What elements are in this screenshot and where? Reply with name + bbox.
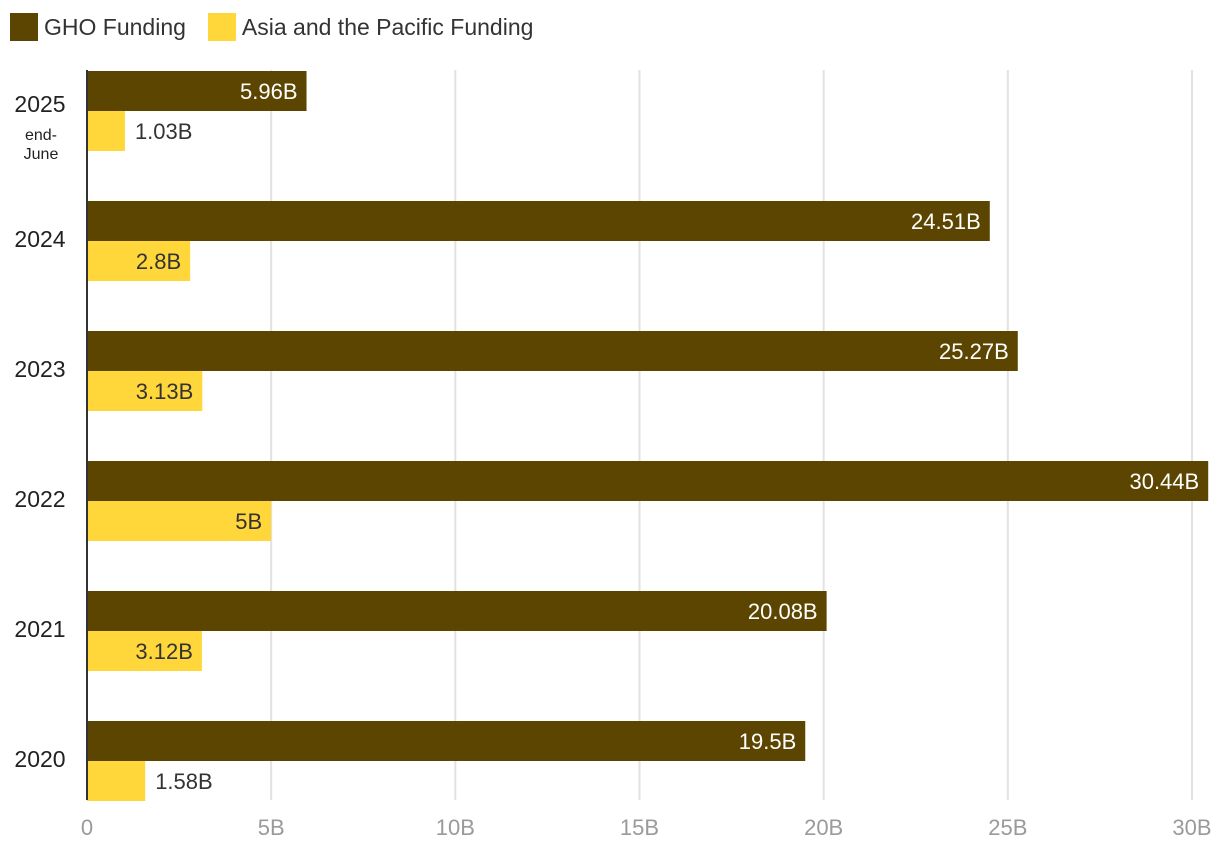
bar-asia-pacific: [87, 631, 202, 671]
legend-swatch-asia-pacific: [207, 13, 236, 41]
legend-item-gho: GHO Funding: [10, 13, 186, 41]
bar-gho: [87, 721, 806, 761]
x-tick-label: 10B: [436, 815, 475, 840]
x-tick-label: 0: [81, 815, 93, 840]
data-label: 5B: [235, 509, 262, 534]
category-label: 2024: [14, 226, 65, 252]
data-label: 1.03B: [135, 119, 193, 144]
bar-gho: [87, 331, 1018, 371]
bar-gho: [87, 461, 1209, 501]
category-sublabel: June: [24, 146, 59, 163]
bar-asia-pacific: [87, 371, 203, 411]
bar-asia-pacific: [87, 501, 272, 541]
category-sublabel: end-: [25, 127, 57, 144]
category-label: 2020: [14, 746, 65, 772]
legend-label-gho: GHO Funding: [44, 13, 186, 40]
data-label: 3.12B: [135, 639, 193, 664]
category-label: 2021: [14, 616, 65, 642]
legend-label-asia-pacific: Asia and the Pacific Funding: [241, 13, 534, 40]
bar-gho: [87, 71, 307, 111]
data-label: 5.96B: [240, 79, 298, 104]
x-tick-label: 30B: [1172, 815, 1211, 840]
x-tick-label: 25B: [988, 815, 1027, 840]
data-label: 3.13B: [136, 379, 194, 404]
category-label: 2025: [14, 91, 65, 117]
x-tick-label: 15B: [620, 815, 659, 840]
chart-legend: GHO Funding Asia and the Pacific Funding: [10, 12, 555, 42]
bar-gho: [87, 591, 827, 631]
data-label: 30.44B: [1129, 469, 1199, 494]
data-label: 20.08B: [748, 599, 818, 624]
bar-asia-pacific: [87, 761, 146, 801]
legend-swatch-gho: [10, 13, 38, 41]
data-label: 25.27B: [939, 339, 1009, 364]
bar-asia-pacific: [87, 111, 125, 151]
category-label: 2023: [14, 356, 65, 382]
bar-asia-pacific: [87, 241, 191, 281]
data-label: 24.51B: [911, 209, 981, 234]
x-tick-label: 5B: [258, 815, 285, 840]
bar-gho: [87, 201, 990, 241]
x-tick-label: 20B: [804, 815, 843, 840]
data-label: 19.5B: [739, 729, 797, 754]
data-label: 2.8B: [136, 249, 181, 274]
category-label: 2022: [14, 486, 65, 512]
legend-item-asia-pacific: Asia and the Pacific Funding: [207, 13, 534, 41]
data-label: 1.58B: [155, 769, 213, 794]
